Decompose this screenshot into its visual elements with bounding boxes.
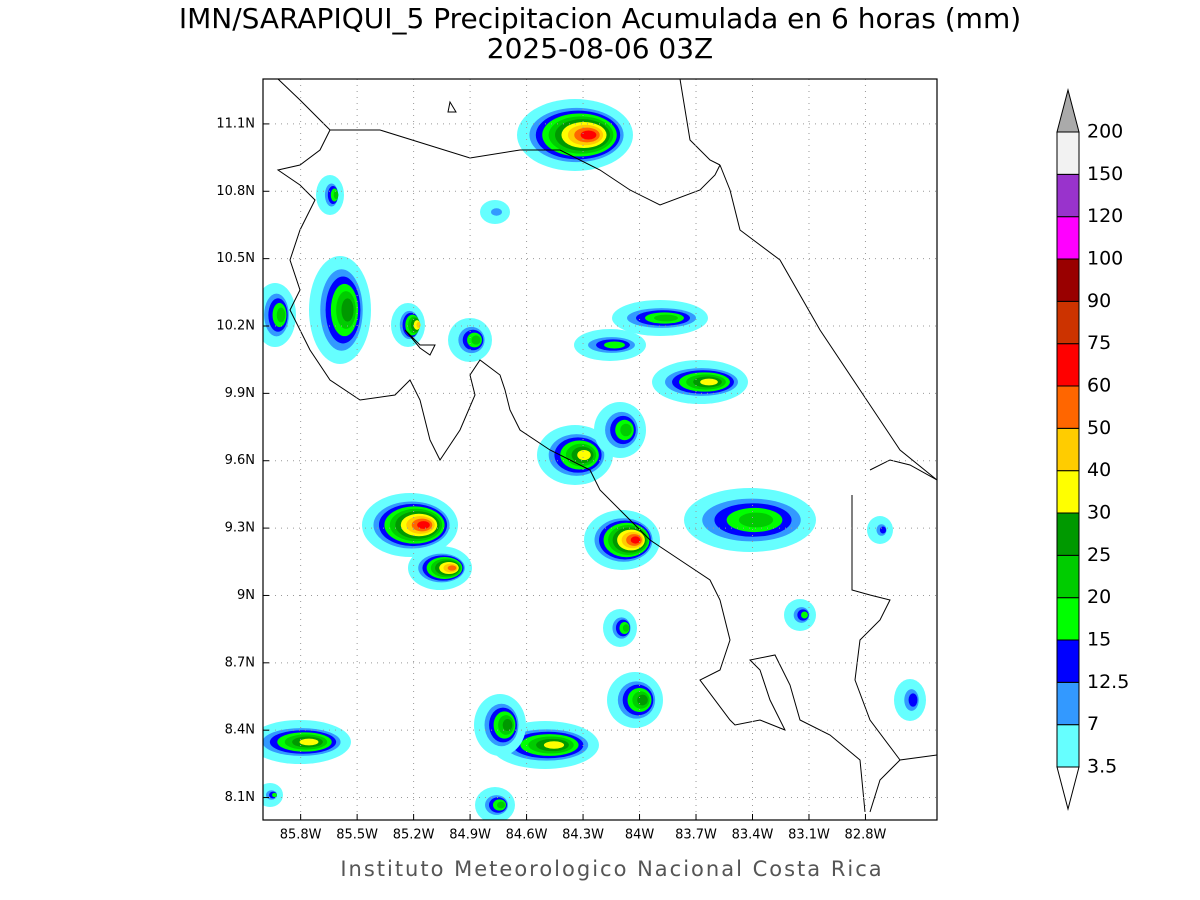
y-tick-label: 11.1N xyxy=(216,116,255,131)
x-tick-label: 84.6W xyxy=(506,828,548,843)
colorbar-label: 200 xyxy=(1087,121,1123,143)
y-tick-label: 10.5N xyxy=(216,251,255,266)
colorbar-under xyxy=(1056,766,1080,811)
x-tick-label: 84.3W xyxy=(562,828,604,843)
precip-contour xyxy=(276,307,286,323)
colorbar-label: 60 xyxy=(1087,375,1111,397)
precip-contour xyxy=(801,611,808,619)
x-tick-label: 85.2W xyxy=(393,828,435,843)
precip-contour xyxy=(299,738,319,746)
colorbar-box xyxy=(1056,427,1080,472)
colorbar-label: 150 xyxy=(1087,163,1123,185)
precip-contour xyxy=(272,792,277,798)
colorbar-label: 20 xyxy=(1087,586,1111,608)
precip-contour xyxy=(333,191,339,199)
precip-contour xyxy=(654,314,678,322)
precip-contour xyxy=(543,741,565,749)
colorbar-box xyxy=(1056,258,1080,302)
y-tick-label: 9N xyxy=(237,588,255,603)
y-tick-label: 10.8N xyxy=(216,184,255,199)
colorbar-label: 75 xyxy=(1087,332,1111,354)
precip-contour xyxy=(580,130,597,140)
colorbar-label: 3.5 xyxy=(1087,756,1117,778)
y-tick-label: 8.4N xyxy=(225,723,255,738)
colorbar-label: 120 xyxy=(1087,205,1123,227)
axes: 85.8W 85.5W 85.2W 84.9W 84.6W 84.3W 84W 83.7W 83… xyxy=(216,79,937,843)
precip-contour xyxy=(637,694,648,706)
precip-contour xyxy=(630,536,641,544)
precip-contour xyxy=(416,322,421,328)
y-tick-label: 9.6N xyxy=(225,453,255,468)
footer: Instituto Meteorologico Nacional Costa R… xyxy=(340,857,883,881)
y-tick-label: 8.1N xyxy=(225,790,255,805)
x-tick-label: 84.9W xyxy=(449,828,491,843)
x-tick-label: 85.5W xyxy=(336,828,378,843)
map-title: IMN/SARAPIQUI_5 Precipitacion Acumulada … xyxy=(179,2,1021,35)
colorbar-box xyxy=(1056,512,1080,556)
precip-contour xyxy=(471,335,481,345)
y-tick-label: 8.7N xyxy=(225,655,255,670)
precip-contour xyxy=(577,449,591,461)
colorbar-label: 100 xyxy=(1087,248,1123,270)
precip-contour xyxy=(447,565,457,571)
colorbar-box xyxy=(1056,639,1080,683)
precip-contour xyxy=(700,378,718,386)
precip-contour xyxy=(417,521,430,529)
colorbar-label: 25 xyxy=(1087,544,1111,566)
colorbar-box xyxy=(1056,173,1080,218)
precip-contour xyxy=(908,693,918,707)
precip-contour xyxy=(738,512,774,528)
x-tick-label: 83.1W xyxy=(788,828,830,843)
colorbar-label: 40 xyxy=(1087,459,1111,481)
colorbar-label: 30 xyxy=(1087,502,1111,524)
precip-contour xyxy=(497,801,505,809)
map-subtitle: 2025-08-06 03Z xyxy=(487,32,713,65)
colorbar-box xyxy=(1056,343,1080,387)
precip-contour xyxy=(490,208,503,216)
precip-contour xyxy=(620,423,632,437)
colorbar-label: 12.5 xyxy=(1087,671,1129,693)
colorbar-box xyxy=(1056,597,1080,641)
x-tick-label: 84W xyxy=(625,828,655,843)
colorbar-box xyxy=(1056,300,1080,345)
x-tick-label: 83.7W xyxy=(675,828,717,843)
colorbar-box xyxy=(1056,681,1080,726)
x-tick-label: 85.8W xyxy=(280,828,322,843)
colorbar-box xyxy=(1056,131,1080,175)
colorbar-label: 50 xyxy=(1087,417,1111,439)
colorbar-box xyxy=(1056,385,1080,429)
x-tick-label: 82.8W xyxy=(845,828,887,843)
x-tick-label: 83.4W xyxy=(732,828,774,843)
colorbar-box xyxy=(1056,724,1080,768)
coastlines xyxy=(276,79,937,813)
y-tick-label: 10.2N xyxy=(216,319,255,334)
map-frame xyxy=(262,78,938,821)
colorbar-label: 15 xyxy=(1087,629,1111,651)
precip-contour xyxy=(502,718,513,732)
precip-contour xyxy=(341,298,354,322)
precip-contour xyxy=(879,526,887,534)
precip-contour xyxy=(622,624,630,632)
colorbar-box xyxy=(1056,216,1080,260)
colorbar-box xyxy=(1056,554,1080,599)
colorbar-box xyxy=(1056,470,1080,514)
y-tick-label: 9.3N xyxy=(225,521,255,536)
colorbar-label: 90 xyxy=(1087,290,1111,312)
colorbar-over xyxy=(1056,88,1080,133)
precip-contour xyxy=(604,341,625,349)
colorbar: 3.5 7 12.5 15 20 25 30 40 50 60 75 90 100 120 150 200 xyxy=(1056,88,1129,811)
colorbar-label: 7 xyxy=(1087,713,1099,735)
y-tick-label: 9.9N xyxy=(225,386,255,401)
